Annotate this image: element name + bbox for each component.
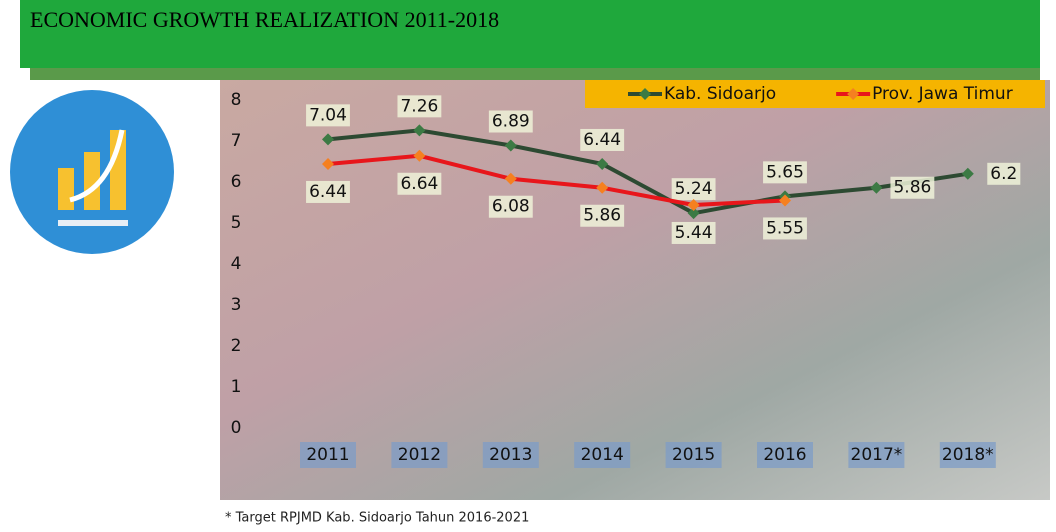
icon <box>10 90 174 254</box>
legend-marker <box>847 88 860 100</box>
data-label: 7.26 <box>400 96 438 116</box>
data-label: 6.64 <box>400 174 438 194</box>
data-label-bg <box>306 180 350 203</box>
x-label-bg <box>574 442 631 468</box>
point-marker <box>870 181 883 194</box>
data-label-bg <box>763 161 807 184</box>
point-marker <box>504 139 517 152</box>
data-label-bg <box>763 217 807 240</box>
x-label-bg <box>482 442 539 468</box>
data-label: 6.08 <box>492 197 530 217</box>
data-label-bg <box>488 195 533 218</box>
point-marker <box>504 172 517 185</box>
x-tick-label: 2017* <box>851 445 903 465</box>
point-marker <box>596 157 609 170</box>
data-label: 6.89 <box>492 112 530 132</box>
x-label-bg <box>939 442 996 468</box>
icon-bar <box>58 168 74 210</box>
data-label-bg <box>671 221 716 244</box>
data-label: 5.24 <box>675 179 713 199</box>
data-label: 7.04 <box>309 105 347 125</box>
data-label-bg <box>397 172 442 195</box>
point-marker <box>322 133 334 146</box>
icon-arrow <box>69 129 125 203</box>
data-label: 6.2 <box>990 164 1017 184</box>
legend-label: Prov. Jawa Timur <box>872 84 1013 104</box>
y-tick-label: 4 <box>231 254 242 274</box>
x-tick-label: 2013 <box>489 445 532 465</box>
point-marker <box>779 194 791 207</box>
point-marker <box>961 167 974 180</box>
x-label-bg <box>665 442 722 468</box>
icon-base <box>58 220 128 226</box>
y-tick-label: 1 <box>231 377 242 397</box>
legend-marker <box>639 88 651 100</box>
x-label-bg <box>391 442 448 468</box>
data-label: 5.55 <box>766 218 804 238</box>
x-tick-label: 2012 <box>398 445 441 465</box>
point-marker <box>687 207 700 220</box>
data-label-bg <box>671 178 716 201</box>
point-marker <box>413 124 426 137</box>
legend-label: Kab. Sidoarjo <box>664 84 776 104</box>
y-tick-label: 0 <box>231 418 242 438</box>
y-tick-label: 5 <box>231 213 242 233</box>
y-tick-label: 6 <box>231 172 242 192</box>
data-label-bg <box>306 104 350 127</box>
data-label: 5.86 <box>583 206 621 226</box>
point-marker <box>596 181 609 194</box>
series-line <box>327 128 969 216</box>
data-label: 5.44 <box>675 223 713 243</box>
x-tick-label: 2014 <box>581 445 624 465</box>
data-label-bg <box>987 162 1021 185</box>
data-label: 5.86 <box>893 178 931 198</box>
x-label-bg <box>300 442 356 468</box>
title: ECONOMIC GROWTH REALIZATION 2011-2018 <box>30 7 499 32</box>
data-label: 5.65 <box>766 162 804 182</box>
x-tick-label: 2011 <box>306 445 349 465</box>
chart-background <box>220 80 1050 500</box>
data-label-bg <box>488 110 533 133</box>
x-label-bg <box>757 442 813 468</box>
data-label-bg <box>580 128 625 151</box>
point-marker <box>322 157 334 170</box>
icon-bar <box>110 130 126 210</box>
footnote: * Target RPJMD Kab. Sidoarjo Tahun 2016-… <box>225 511 529 526</box>
data-label-bg <box>397 95 442 118</box>
data-label-bg <box>580 204 625 227</box>
y-tick-label: 2 <box>231 336 242 356</box>
point-marker <box>413 149 426 162</box>
y-tick-label: 3 <box>231 295 242 315</box>
x-tick-label: 2016 <box>763 445 806 465</box>
data-label: 6.44 <box>309 182 347 202</box>
title-bar <box>20 0 1040 68</box>
x-label-bg <box>848 442 905 468</box>
data-label: 6.44 <box>583 130 621 150</box>
icon-bar <box>84 152 100 210</box>
series-line <box>327 153 786 207</box>
y-tick-label: 7 <box>231 131 242 151</box>
title-strip <box>30 68 1040 80</box>
point-marker <box>687 198 700 211</box>
x-tick-label: 2015 <box>672 445 715 465</box>
y-tick-label: 8 <box>231 90 242 110</box>
x-tick-label: 2018* <box>942 445 994 465</box>
data-label-bg <box>890 176 935 199</box>
